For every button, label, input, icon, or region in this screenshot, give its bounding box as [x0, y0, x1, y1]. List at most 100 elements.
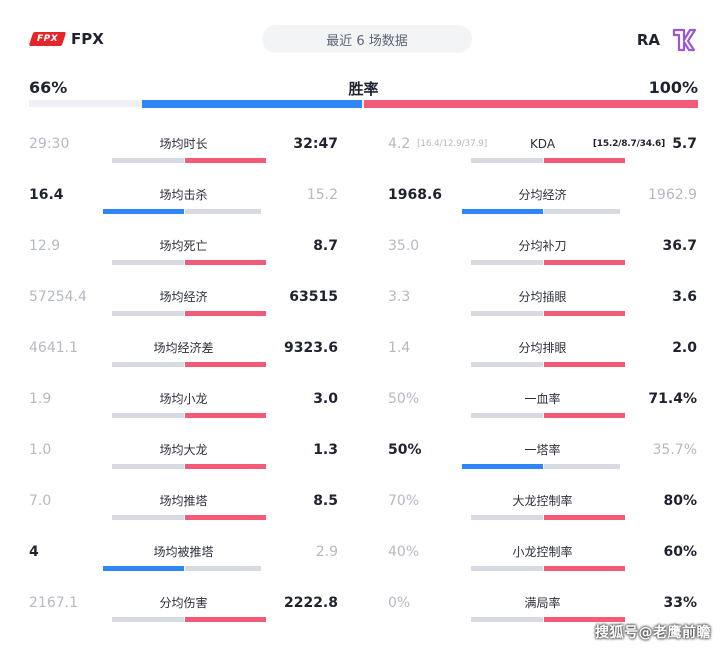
left-col-stat-row: 1.0 1.3 场均大龙	[29, 441, 338, 471]
stat-right-bar	[543, 413, 625, 418]
left-col-stat-row: 2167.1 2222.8 分均伤害	[29, 594, 338, 624]
stat-right-bar	[184, 515, 266, 520]
stat-label-text: 一塔率	[524, 443, 561, 457]
stat-left-value: 16.4	[29, 187, 64, 203]
stat-label-text: 分均经济	[518, 188, 567, 202]
stat-label-text: 场均时长	[159, 137, 208, 151]
stat-left-bar	[102, 209, 184, 214]
stat-right-value: 33%	[663, 595, 697, 611]
stat-label: 一血率	[448, 390, 637, 408]
right-col-stat-row: 4.2 5.7 KDA [16.4/12.9/37.9] [15.2/8.7/34.6]	[388, 135, 697, 165]
stat-right-bar	[543, 209, 620, 214]
stat-label: 场均时长	[89, 135, 278, 153]
stat-label-text: KDA	[529, 137, 556, 151]
stat-label: 场均经济	[89, 288, 278, 306]
stat-left-bar	[461, 209, 543, 214]
right-team-name: RA	[636, 31, 660, 49]
stat-right-bar	[543, 260, 625, 265]
stat-left-value: 57254.4	[29, 289, 87, 305]
stat-right-bar	[543, 464, 620, 469]
stat-left-bar	[470, 566, 543, 571]
stat-label: 一塔率	[448, 441, 637, 459]
stat-left-bar	[111, 311, 184, 316]
stat-right-value: 8.5	[313, 493, 338, 509]
stat-left-value: 12.9	[29, 238, 61, 254]
stat-left-bar	[470, 311, 543, 316]
right-col-stat-row: 0% 33% 满局率	[388, 594, 697, 624]
stat-right-bar	[543, 566, 625, 571]
match-header: FPX FPX 最近 6 场数据 RA	[0, 0, 725, 80]
stat-right-value: 15.2	[306, 187, 338, 203]
stat-right-bar	[184, 311, 266, 316]
stat-left-bar	[470, 413, 543, 418]
stat-left-value: 29:30	[29, 136, 70, 152]
stat-right-value: 32:47	[293, 136, 338, 152]
recent-games-pill[interactable]: 最近 6 场数据	[262, 25, 472, 53]
stat-left-value: 2167.1	[29, 595, 78, 611]
stat-right-bar	[184, 566, 261, 571]
stat-right-bar	[543, 311, 625, 316]
stat-label-text: 满局率	[524, 596, 561, 610]
stat-left-value: 50%	[388, 391, 420, 407]
stat-label-text: 分均插眼	[518, 290, 567, 304]
stat-left-bar	[111, 413, 184, 418]
left-col-stat-row: 4 2.9 场均被推塔	[29, 543, 338, 573]
stat-label: KDA [16.4/12.9/37.9] [15.2/8.7/34.6]	[417, 135, 665, 153]
stat-label: 场均经济差	[89, 339, 278, 357]
right-col-stat-row: 50% 71.4% 一血率	[388, 390, 697, 420]
stat-right-bar	[184, 464, 266, 469]
stat-right-value: 9323.6	[283, 340, 338, 356]
stat-label-text: 场均推塔	[159, 494, 208, 508]
left-col-stat-row: 57254.4 63515 场均经济	[29, 288, 338, 318]
stat-left-bar	[102, 566, 184, 571]
fpx-logo-icon: FPX	[28, 32, 67, 46]
stat-label-text: 分均排眼	[518, 341, 567, 355]
stat-left-value: 40%	[388, 544, 420, 560]
stat-label: 分均伤害	[89, 594, 278, 612]
stat-label: 小龙控制率	[448, 543, 637, 561]
stat-right-bar	[184, 413, 266, 418]
stat-label-text: 分均伤害	[159, 596, 208, 610]
winrate-left-value: 66%	[29, 78, 68, 97]
stat-left-bar	[470, 617, 543, 622]
right-col-stat-row: 1968.6 1962.9 分均经济	[388, 186, 697, 216]
stat-right-value: 2.9	[315, 544, 338, 560]
stat-right-bar	[543, 617, 625, 622]
right-col-stat-row: 50% 35.7% 一塔率	[388, 441, 697, 471]
stat-right-value: 63515	[289, 289, 338, 305]
stat-left-bar	[111, 260, 184, 265]
winrate-label: 胜率	[348, 80, 379, 98]
stat-right-bar	[184, 362, 266, 367]
stat-left-bar	[461, 464, 543, 469]
stat-left-bar	[470, 260, 543, 265]
stat-left-value: 1968.6	[388, 187, 443, 203]
stat-left-value: 1.0	[29, 442, 52, 458]
stat-label: 分均经济	[448, 186, 637, 204]
stat-label: 场均被推塔	[89, 543, 278, 561]
stat-right-value: 80%	[663, 493, 697, 509]
left-team-name: FPX	[71, 30, 104, 48]
stat-right-bar	[543, 515, 625, 520]
stat-label: 场均大龙	[89, 441, 278, 459]
stat-label: 分均插眼	[448, 288, 637, 306]
right-col-stat-row: 1.4 2.0 分均排眼	[388, 339, 697, 369]
left-team[interactable]: FPX FPX	[28, 30, 104, 48]
stat-left-bar	[111, 464, 184, 469]
stat-right-bar	[184, 209, 261, 214]
right-team[interactable]: RA	[637, 27, 698, 53]
stat-left-value: 4641.1	[29, 340, 78, 356]
stat-label-text: 场均被推塔	[153, 545, 214, 559]
stat-label-text: 小龙控制率	[512, 545, 573, 559]
stat-right-value: 8.7	[313, 238, 338, 254]
stat-left-value: 1.4	[388, 340, 411, 356]
left-col-stat-row: 7.0 8.5 场均推塔	[29, 492, 338, 522]
winrate-left-bar	[142, 100, 362, 108]
stat-left-value: 70%	[388, 493, 420, 509]
stat-left-bar	[111, 362, 184, 367]
stat-label-text: 场均死亡	[159, 239, 208, 253]
stat-right-value: 35.7%	[652, 442, 697, 458]
stat-label-text: 分均补刀	[518, 239, 567, 253]
stat-label: 场均推塔	[89, 492, 278, 510]
fpx-logo-text: FPX	[36, 34, 59, 44]
stat-left-value: 50%	[388, 442, 422, 458]
